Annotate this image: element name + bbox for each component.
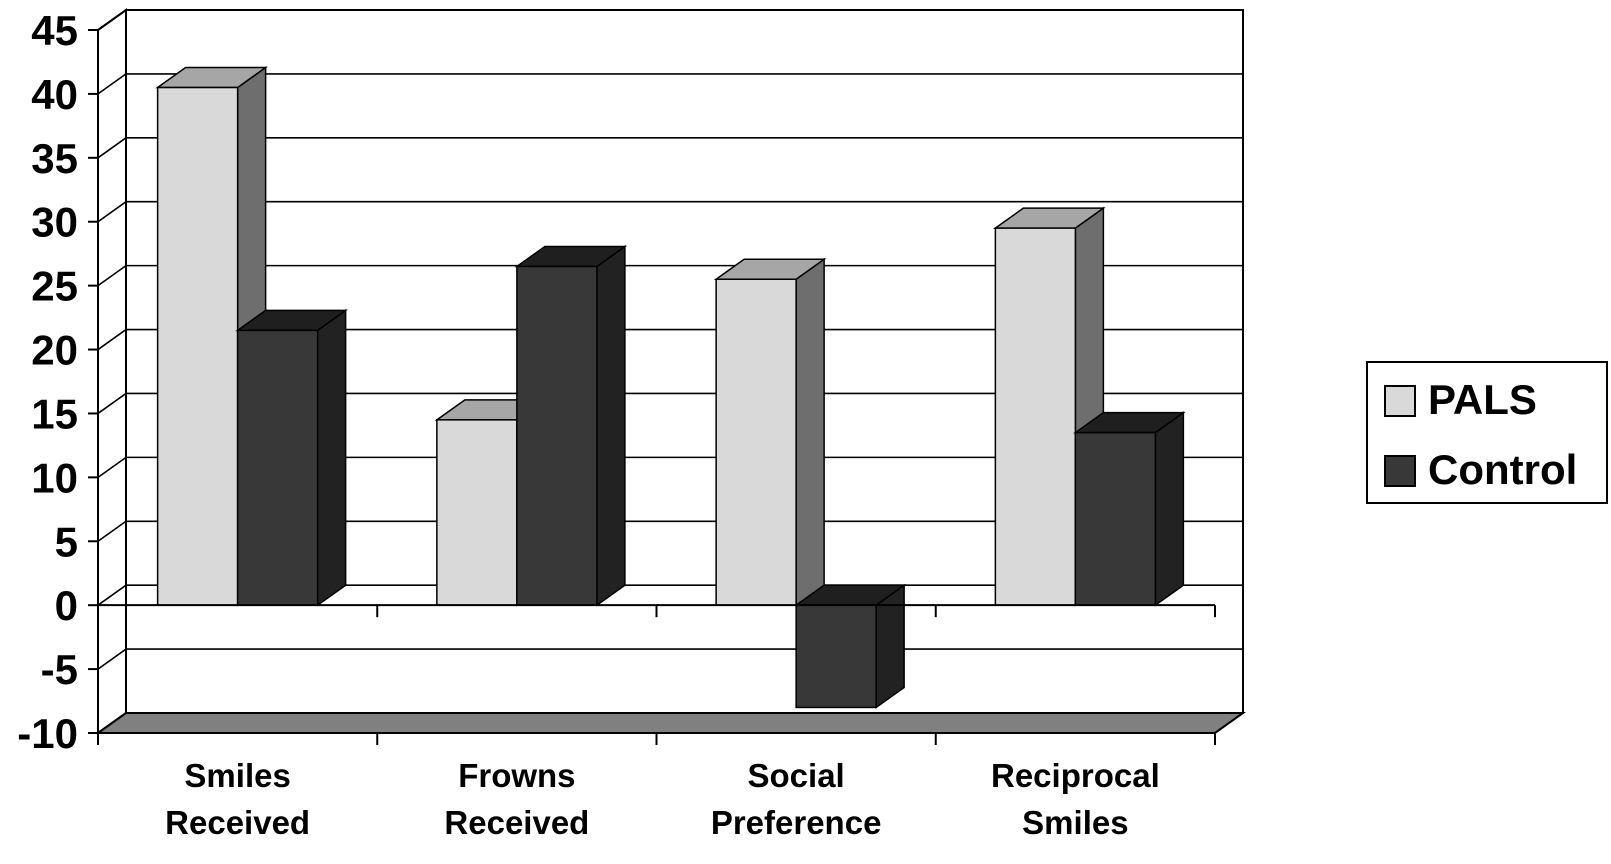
category-label-line: Smiles — [1022, 804, 1128, 841]
gridline — [97, 73, 1243, 95]
bar-front — [156, 86, 239, 606]
gridline — [97, 264, 1243, 287]
side-wall — [97, 8, 127, 735]
gridline — [97, 137, 1243, 159]
y-tick-label: 5 — [55, 518, 78, 565]
gridline — [97, 328, 1243, 351]
category-label-line: Received — [444, 804, 589, 841]
chart-floor — [94, 712, 1247, 734]
category-label-line: Smiles — [184, 757, 290, 794]
gridline — [97, 392, 1243, 415]
category-label-line: Social — [748, 757, 845, 794]
bar-front — [1074, 431, 1157, 606]
bar-side — [795, 257, 825, 607]
gridlines — [97, 9, 1243, 670]
bar-pals-3 — [713, 257, 827, 607]
bar-control-2 — [514, 245, 628, 607]
bar-front — [994, 227, 1077, 606]
category-labels: Smiles Received Frowns Received Social Prefer… — [165, 757, 1160, 841]
y-tick-label: 10 — [31, 454, 78, 501]
bar-front — [795, 604, 877, 709]
bar-side — [596, 245, 626, 607]
bar-side — [316, 308, 347, 607]
y-tick-label: 40 — [31, 71, 78, 118]
bar-front — [516, 265, 598, 606]
bar-control-1 — [235, 308, 348, 607]
bar-front — [236, 329, 319, 606]
y-axis: 45 40 35 30 25 20 15 10 5 0 -5 -10 — [17, 7, 99, 757]
category-label: Frowns Received — [444, 757, 589, 841]
category-label-line: Reciprocal — [991, 757, 1160, 794]
bar-control-4 — [1073, 411, 1186, 607]
category-label: Smiles Received — [165, 757, 310, 841]
category-label-line: Preference — [711, 804, 882, 841]
bar-side — [1154, 411, 1185, 607]
bar-side — [875, 583, 905, 709]
y-tick-label: 35 — [31, 135, 78, 182]
category-label-line: Frowns — [458, 757, 575, 794]
legend-swatch-pals — [1384, 385, 1416, 417]
category-label-line: Received — [165, 804, 310, 841]
y-tick-label: 25 — [31, 263, 78, 310]
bars — [155, 66, 1186, 709]
gridline — [97, 520, 1243, 542]
bar-control-3 — [793, 583, 907, 709]
y-tick-label: -10 — [17, 710, 78, 757]
legend-label-pals: PALS — [1428, 376, 1537, 423]
category-label: Reciprocal Smiles — [991, 757, 1160, 841]
gridline — [97, 456, 1243, 479]
bar-front — [715, 278, 797, 606]
y-tick-label: 30 — [31, 199, 78, 246]
y-tick-label: 45 — [31, 7, 78, 54]
legend-swatch-control — [1384, 455, 1416, 487]
legend: PALS Control — [1366, 361, 1608, 504]
y-tick-label: 0 — [55, 582, 78, 629]
legend-label-control: Control — [1428, 446, 1577, 493]
x-axis — [97, 604, 1216, 745]
y-tick-label: 20 — [31, 327, 78, 374]
gridline — [97, 9, 1243, 31]
y-tick-label: 15 — [31, 390, 78, 437]
bar-front — [436, 419, 518, 606]
gridline — [97, 200, 1243, 223]
y-tick-label: -5 — [41, 646, 78, 693]
category-label: Social Preference — [711, 757, 882, 841]
